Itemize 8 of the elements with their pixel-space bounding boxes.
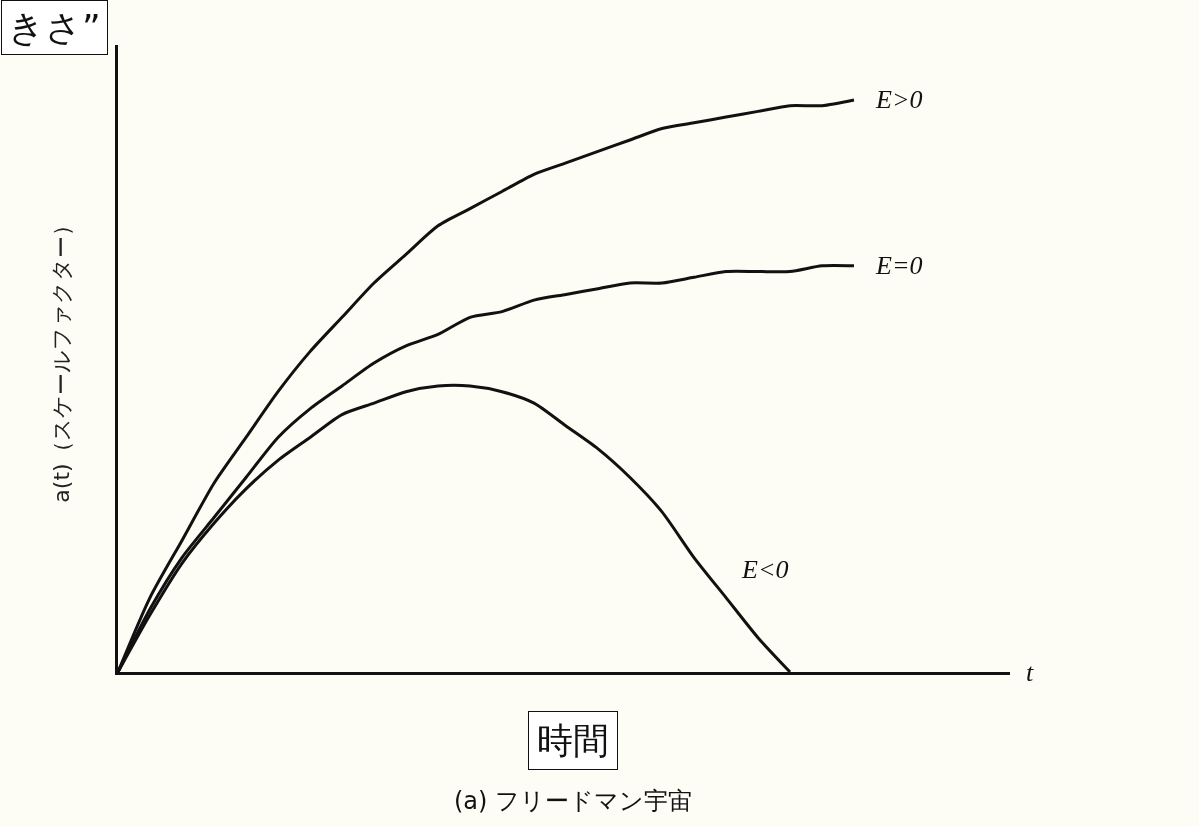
- series-label: E<0: [741, 555, 789, 584]
- chart-title: きさ”: [8, 7, 101, 48]
- series-label: E>0: [875, 85, 923, 114]
- series-label: E=0: [875, 251, 923, 280]
- text: 時間: [537, 720, 609, 761]
- text: (a) フリードマン宇宙: [454, 787, 693, 815]
- text: t: [1026, 658, 1034, 687]
- y-axis-title: a(t)（スケールファクター）: [48, 214, 74, 503]
